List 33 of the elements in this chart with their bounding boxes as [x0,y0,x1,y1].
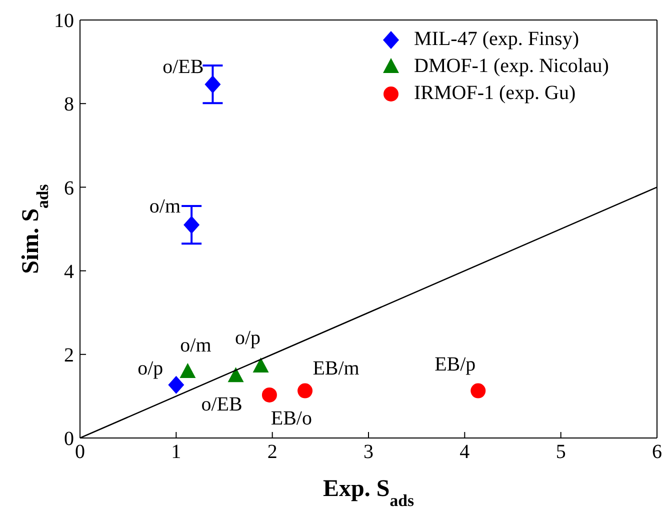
annotation: o/p [235,327,261,350]
annotation: o/EB [162,56,204,78]
x-axis-title: Exp. S$_{ads}$ [323,476,414,510]
point [470,383,486,398]
annotation: EB/p [434,353,476,376]
annotation: EB/o [270,408,312,430]
annotation: o/p [138,358,164,380]
point [252,358,269,373]
point [262,387,277,402]
y-tick-label: 10 [54,10,74,32]
annotation: o/EB [201,394,242,416]
annotation: o/m [149,195,181,218]
y-tick-label: 8 [64,94,74,116]
legend-label: MIL-47 (exp. Finsy) [414,28,579,51]
x-tick-label: 5 [556,441,566,464]
x-tick-label: 2 [267,441,278,464]
legend-label: IRMOF-1 (exp. Gu) [414,82,576,105]
point [228,367,244,382]
legend-label: DMOF-1 (exp. Nicolau) [414,55,609,78]
x-tick-label: 6 [652,441,662,464]
point [180,362,196,378]
x-tick-label: 1 [171,441,182,464]
x-tick-label: 3 [364,441,374,464]
y-tick-label: 2 [64,344,74,366]
y-tick-label: 4 [64,260,74,283]
y-tick-label: 6 [64,177,74,200]
point [184,216,200,234]
annotation: o/m [180,334,212,357]
point [168,376,184,394]
point [204,75,221,94]
annotation: EB/m [312,357,360,380]
point [298,383,313,398]
x-tick-label: 4 [460,441,470,464]
